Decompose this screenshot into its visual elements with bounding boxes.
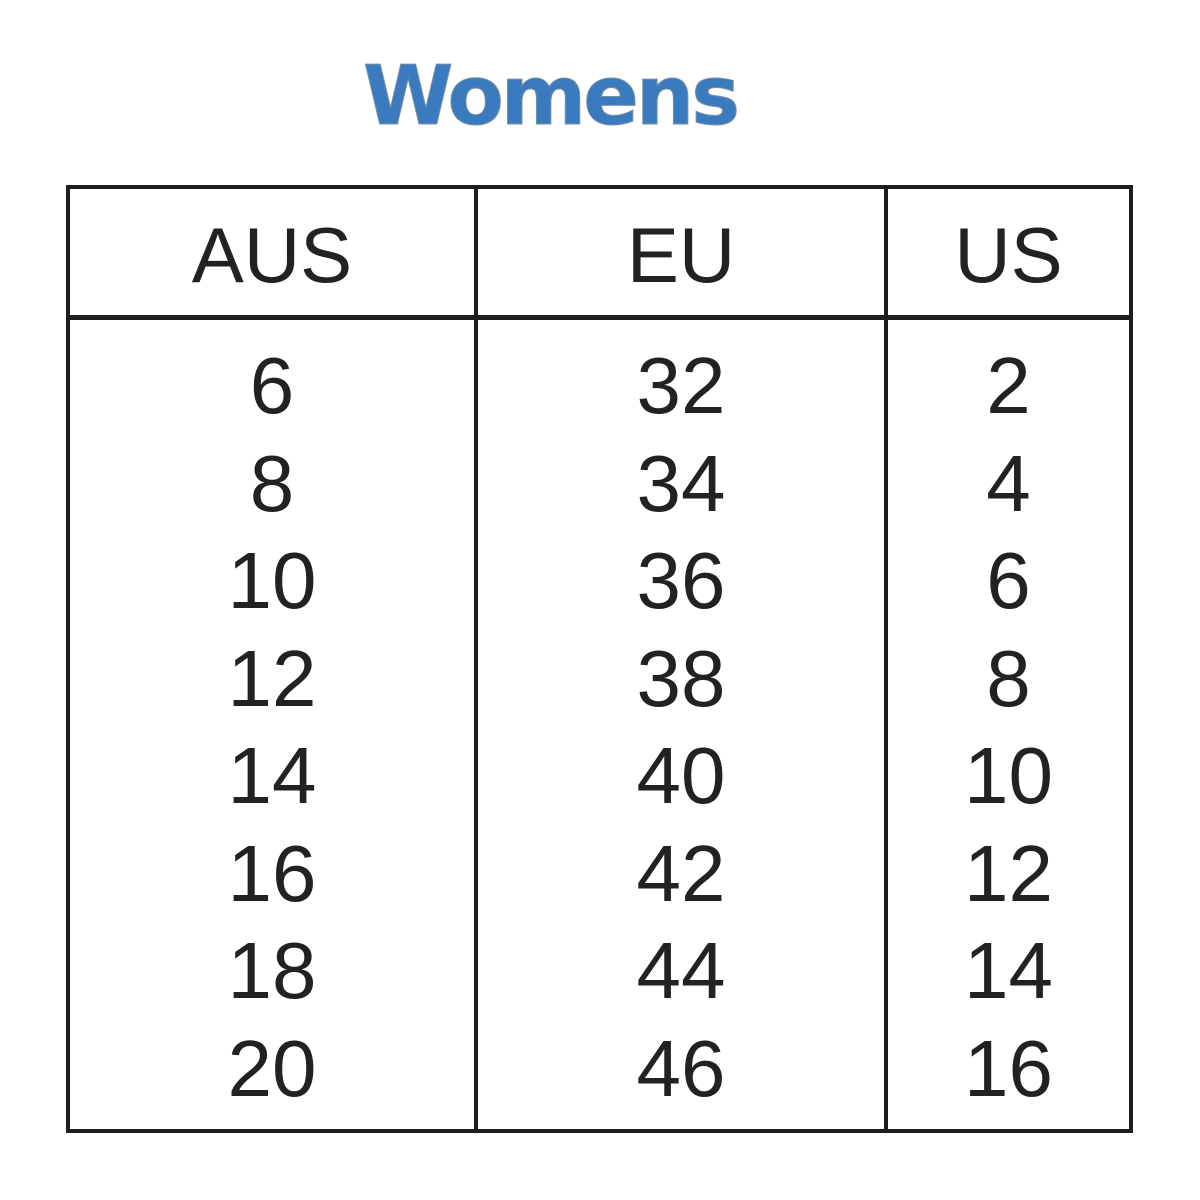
table-cell: 46 — [636, 1023, 726, 1113]
column-aus-values: 6 8 10 12 14 16 18 20 — [70, 337, 474, 1117]
table-cell: 20 — [227, 1023, 317, 1113]
table-cell: 38 — [636, 633, 726, 723]
table-cell: 14 — [227, 731, 317, 820]
table-cell: 4 — [986, 438, 1031, 528]
table-cell: 18 — [227, 926, 317, 1015]
size-table — [66, 185, 1133, 1133]
column-divider — [884, 185, 888, 1133]
table-cell: 8 — [249, 438, 295, 528]
header-eu: EU — [626, 211, 736, 299]
table-cell: 2 — [986, 341, 1031, 430]
table-cell: 10 — [227, 536, 317, 625]
table-cell: 44 — [636, 926, 726, 1015]
table-cell: 42 — [636, 828, 726, 918]
column-us: US — [888, 185, 1129, 318]
table-cell: 12 — [227, 633, 317, 723]
column-eu-values: 32 34 36 38 40 42 44 46 — [478, 337, 884, 1117]
table-cell: 40 — [636, 731, 726, 820]
header-aus: AUS — [191, 211, 353, 299]
table-cell: 34 — [636, 438, 726, 528]
table-cell: 14 — [964, 926, 1053, 1015]
table-cell: 36 — [636, 536, 726, 625]
table-cell: 6 — [986, 536, 1031, 625]
column-us-values: 2 4 6 8 10 12 14 16 — [888, 337, 1129, 1117]
header-us: US — [954, 211, 1063, 299]
table-cell: 16 — [964, 1023, 1053, 1113]
table-cell: 12 — [964, 828, 1053, 918]
column-divider — [474, 185, 478, 1133]
table-cell: 16 — [227, 828, 317, 918]
table-cell: 32 — [636, 341, 726, 430]
column-eu: EU — [478, 185, 884, 318]
column-aus: AUS — [70, 185, 474, 318]
page-title: Womens — [362, 49, 740, 144]
table-cell: 6 — [249, 341, 295, 430]
table-cell: 10 — [964, 731, 1053, 820]
table-cell: 8 — [986, 633, 1031, 723]
header-divider — [66, 315, 1133, 320]
